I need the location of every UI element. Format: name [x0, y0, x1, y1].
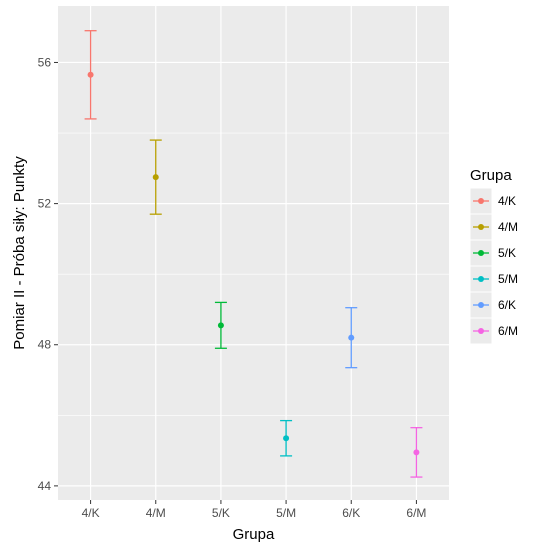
plot-panel — [58, 6, 449, 500]
error-bar-4-m — [149, 139, 162, 215]
legend-label: 4/K — [498, 194, 516, 208]
legend-key-point — [478, 250, 484, 256]
x-tick-label: 4/M — [146, 506, 166, 520]
legend-label: 4/M — [498, 220, 518, 234]
legend: Grupa 4/K 4/M 5/K 5/M 6/K 6/M — [469, 167, 518, 345]
minor-gridlines — [58, 132, 449, 416]
legend-label: 5/M — [498, 272, 518, 286]
legend-entry-4-k: 4/K — [469, 187, 516, 215]
legend-entry-6-m: 6/M — [469, 317, 518, 345]
y-axis-title: Pomiar II - Próba siły: Punkty — [11, 156, 28, 350]
mean-point — [152, 174, 159, 181]
legend-label: 6/K — [498, 298, 516, 312]
y-tick-label: 56 — [38, 55, 52, 69]
legend-key-point — [478, 328, 484, 334]
x-axis: 4/K 4/M 5/K 5/M 6/K 6/M — [82, 500, 426, 520]
x-tick-label: 5/K — [212, 506, 230, 520]
major-gridlines — [58, 6, 449, 500]
legend-key-point — [478, 276, 484, 282]
error-bar-5-k — [214, 301, 227, 349]
x-tick-label: 4/K — [82, 506, 100, 520]
x-tick-label: 6/K — [342, 506, 360, 520]
x-tick-label: 6/M — [406, 506, 426, 520]
y-axis: 44 48 52 56 — [38, 55, 58, 493]
data-marks — [84, 30, 423, 478]
y-tick-label: 52 — [38, 197, 52, 211]
legend-entry-5-k: 5/K — [469, 239, 516, 267]
error-bar-5-m — [280, 419, 293, 457]
legend-label: 6/M — [498, 324, 518, 338]
error-bar-6-k — [345, 307, 358, 369]
y-tick-label: 44 — [38, 479, 52, 493]
legend-key-point — [478, 224, 484, 230]
legend-label: 5/K — [498, 246, 516, 260]
y-tick-label: 48 — [38, 338, 52, 352]
x-axis-title: Grupa — [233, 526, 275, 543]
x-tick-label: 5/M — [276, 506, 296, 520]
legend-entry-4-m: 4/M — [469, 213, 518, 241]
mean-point — [217, 322, 224, 329]
error-bar-4-k — [84, 30, 97, 120]
legend-key-point — [478, 198, 484, 204]
legend-key-point — [478, 302, 484, 308]
mean-point — [413, 449, 420, 456]
error-bar-6-m — [410, 427, 423, 478]
mean-point — [283, 435, 290, 442]
mean-point — [87, 71, 94, 78]
legend-title: Grupa — [470, 167, 512, 184]
mean-point — [348, 334, 355, 341]
legend-entry-6-k: 6/K — [469, 291, 516, 319]
legend-entry-5-m: 5/M — [469, 265, 518, 293]
